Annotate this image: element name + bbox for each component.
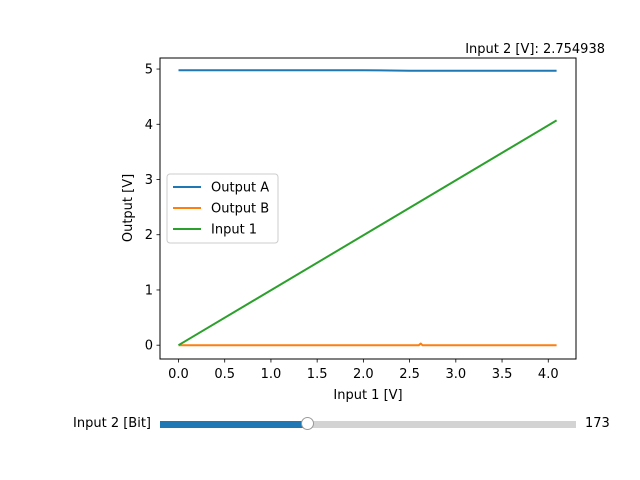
- cursor-readout: Input 2 [V]: 2.754938: [465, 42, 605, 57]
- slider-label: Input 2 [Bit]: [73, 416, 151, 431]
- slider-handle[interactable]: [300, 417, 314, 430]
- y-axis-label: Output [V]: [121, 174, 136, 242]
- slider-value: 173: [585, 416, 610, 431]
- series-line-output-a: [178, 69, 557, 72]
- legend-box: [166, 173, 279, 244]
- x-axis-ticks: 0.0 0.5 1.0 1.5 2.0 2.5 3.0 3.5 4.0: [168, 359, 559, 382]
- x-tick-label: 1.0: [261, 367, 282, 382]
- y-tick-label: 0: [145, 339, 153, 354]
- y-tick-label: 3: [145, 173, 153, 188]
- x-tick-label: 4.0: [538, 367, 559, 382]
- x-tick-label: 3.0: [445, 367, 466, 382]
- x-tick-label: 0.5: [214, 367, 235, 382]
- legend-entry-label: Output A: [211, 181, 269, 196]
- series-line-input-1: [177, 119, 558, 347]
- y-tick-label: 5: [145, 63, 153, 78]
- series-line-output-b: [178, 342, 557, 347]
- input-2-slider[interactable]: [160, 421, 576, 428]
- legend-entry-label: Output B: [211, 202, 269, 217]
- y-axis-ticks: 0 1 2 3 4 5: [145, 63, 160, 354]
- legend-entry-label: Input 1: [211, 223, 257, 238]
- x-tick-label: 1.5: [307, 367, 328, 382]
- x-tick-label: 2.0: [353, 367, 374, 382]
- y-tick-label: 2: [145, 228, 153, 243]
- legend: Output A Output B Input 1: [166, 173, 279, 244]
- x-tick-label: 0.0: [168, 367, 189, 382]
- y-tick-label: 1: [145, 283, 153, 298]
- x-axis-label: Input 1 [V]: [333, 388, 402, 403]
- x-tick-label: 3.5: [492, 367, 513, 382]
- slider-fill: [160, 421, 308, 428]
- x-tick-label: 2.5: [399, 367, 420, 382]
- y-tick-label: 4: [145, 118, 153, 133]
- plot-area: [159, 57, 577, 360]
- plot-lines: [177, 69, 558, 347]
